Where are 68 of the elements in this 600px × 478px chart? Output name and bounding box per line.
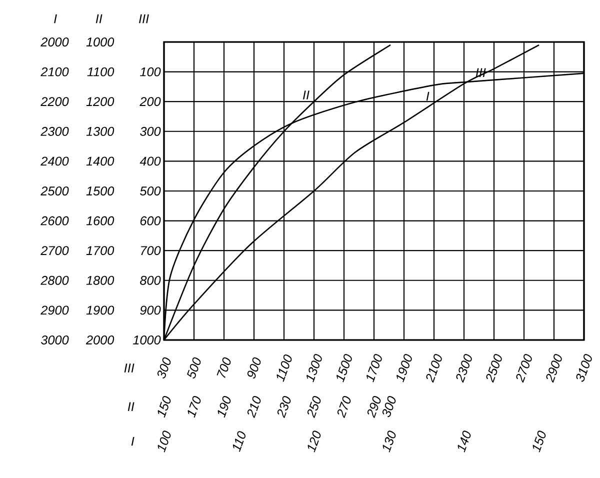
y-tick-label: 2000 bbox=[40, 38, 69, 46]
x-axis-title: I bbox=[131, 436, 134, 446]
y-tick-label: 2200 bbox=[40, 97, 69, 106]
y-tick-label: 2100 bbox=[40, 67, 69, 76]
y-tick-label: 900 bbox=[140, 306, 161, 315]
y-tick-label: 1800 bbox=[86, 276, 114, 285]
x-tick-label: 2900 bbox=[546, 354, 562, 383]
y-tick-label: 600 bbox=[140, 216, 161, 226]
y-tick-label: 3000 bbox=[40, 336, 69, 344]
y-tick-label: 1900 bbox=[86, 306, 114, 315]
y-tick-label: 800 bbox=[140, 276, 161, 285]
series-label: II bbox=[302, 90, 310, 100]
x-tick-label: 300 bbox=[382, 396, 396, 418]
x-axis-title: III bbox=[124, 364, 134, 372]
x-tick-label: 170 bbox=[188, 396, 201, 418]
y-tick-label: 300 bbox=[140, 126, 161, 136]
y-tick-label: 500 bbox=[140, 186, 161, 196]
y-tick-label: 1200 bbox=[86, 97, 114, 106]
x-tick-label: 2500 bbox=[486, 354, 502, 383]
x-tick-label: 2700 bbox=[516, 354, 532, 383]
x-tick-label: 1700 bbox=[366, 354, 382, 382]
y-tick-label: 2400 bbox=[40, 156, 69, 166]
y-tick-label: 1000 bbox=[133, 336, 161, 344]
x-tick-label: 250 bbox=[307, 396, 321, 418]
y-tick-label: 200 bbox=[140, 97, 161, 106]
x-tick-label: 150 bbox=[532, 430, 546, 452]
y-tick-label: 1100 bbox=[87, 67, 114, 76]
x-tick-label: 110 bbox=[232, 431, 246, 452]
x-tick-label: 130 bbox=[382, 430, 396, 452]
x-tick-label: 1300 bbox=[306, 354, 322, 382]
x-axis-title: II bbox=[128, 402, 134, 412]
x-tick-label: 1900 bbox=[396, 354, 412, 382]
series-label: I bbox=[426, 92, 430, 101]
y-tick-label: 1000 bbox=[86, 38, 114, 46]
y-tick-label: 2800 bbox=[40, 276, 69, 285]
y-tick-label: 2700 bbox=[40, 246, 69, 256]
y-axis-title: III bbox=[139, 14, 149, 24]
y-tick-label: 1700 bbox=[86, 246, 114, 256]
y-tick-label: 1500 bbox=[86, 186, 114, 196]
y-tick-label: 2900 bbox=[40, 306, 69, 315]
x-tick-label: 900 bbox=[247, 357, 261, 378]
x-tick-label: 120 bbox=[308, 430, 321, 452]
x-tick-label: 210 bbox=[247, 396, 261, 418]
y-tick-label: 400 bbox=[140, 156, 161, 166]
y-tick-label: 1400 bbox=[86, 156, 114, 166]
x-tick-label: 140 bbox=[458, 430, 471, 452]
y-tick-label: 2500 bbox=[40, 186, 69, 196]
x-tick-label: 2300 bbox=[456, 354, 472, 383]
x-tick-label: 1100 bbox=[276, 354, 292, 382]
y-tick-label: 700 bbox=[141, 246, 161, 256]
x-tick-label: 500 bbox=[187, 357, 201, 379]
x-tick-label: 2100 bbox=[426, 354, 442, 383]
x-tick-label: 190 bbox=[218, 396, 231, 418]
x-tick-label: 700 bbox=[216, 357, 231, 378]
x-tick-label: 1500 bbox=[336, 354, 352, 382]
y-axis-title: I bbox=[54, 14, 57, 24]
y-tick-label: 1300 bbox=[86, 126, 114, 136]
y-tick-label: 100 bbox=[140, 67, 161, 76]
x-tick-label: 3100 bbox=[576, 354, 592, 382]
y-tick-label: 2000 bbox=[86, 336, 114, 344]
x-tick-label: 290 bbox=[367, 396, 381, 418]
x-tick-label: 270 bbox=[337, 396, 351, 418]
y-tick-label: 2300 bbox=[40, 126, 69, 136]
x-tick-label: 230 bbox=[277, 396, 291, 418]
x-tick-label: 150 bbox=[158, 396, 171, 418]
y-tick-label: 1600 bbox=[86, 216, 114, 226]
y-tick-label: 2600 bbox=[40, 216, 69, 226]
y-axis-title: II bbox=[96, 14, 102, 24]
